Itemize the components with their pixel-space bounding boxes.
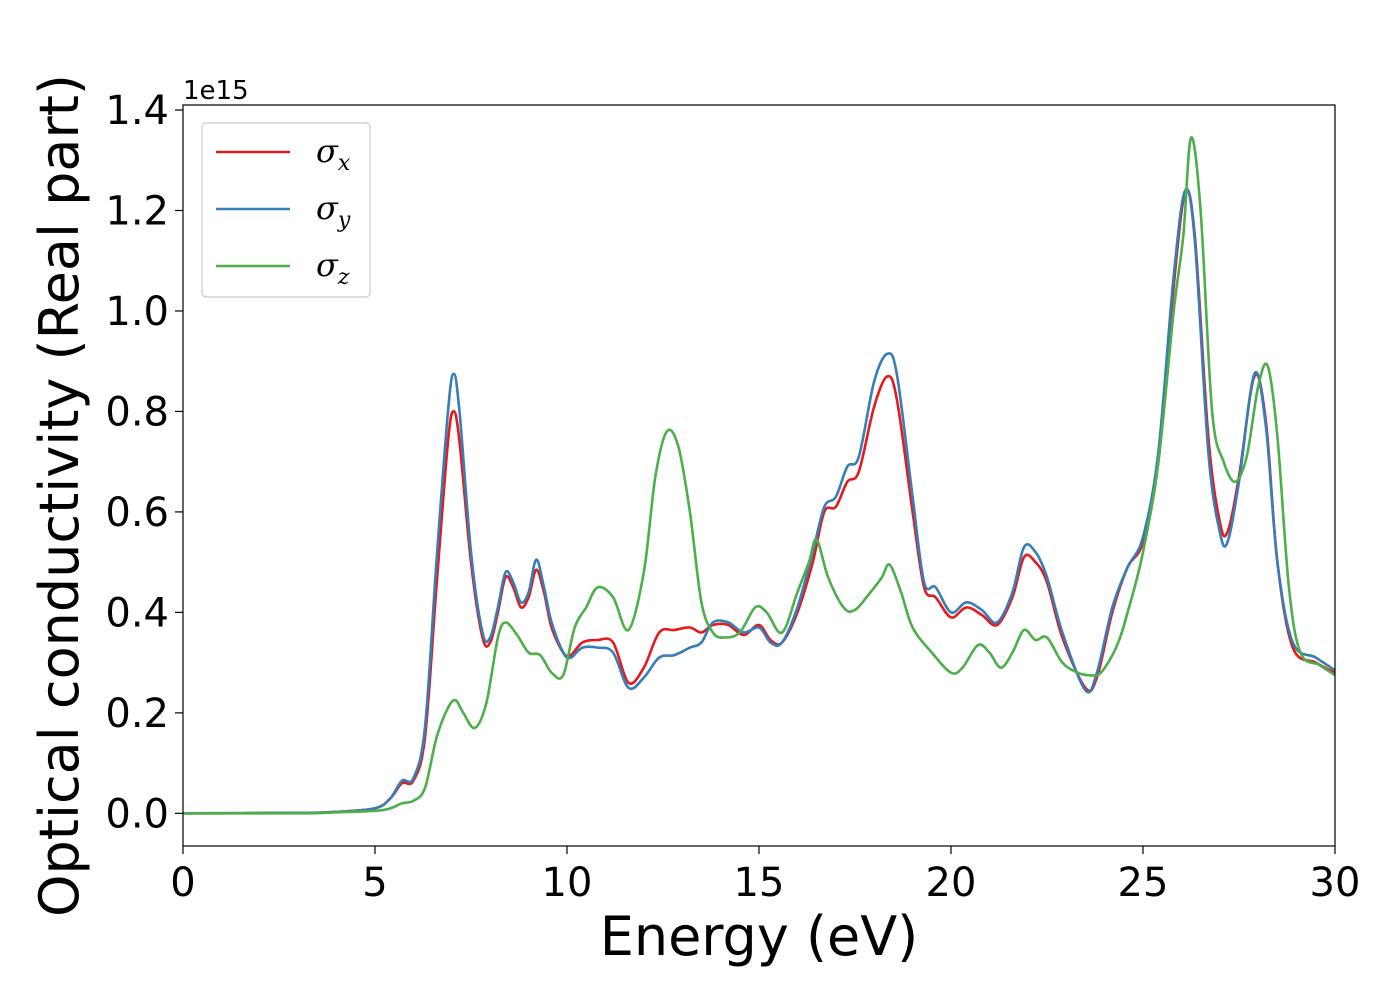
series-line-y xyxy=(182,187,1336,815)
legend-entry-x: σx xyxy=(316,132,351,176)
y-tick-label: 1.2 xyxy=(105,188,169,234)
y-tick-label: 0.8 xyxy=(105,389,169,435)
x-tick-label: 5 xyxy=(362,860,387,906)
x-tick-label: 30 xyxy=(1310,860,1361,906)
x-tick-label: 20 xyxy=(926,860,977,906)
x-axis-label: Energy (eV) xyxy=(600,905,919,968)
x-axis-ticks: 0 5 10 15 20 25 30 xyxy=(170,846,1360,906)
y-tick-label: 0.4 xyxy=(105,590,169,636)
legend: σx σy σz xyxy=(201,122,371,298)
plot-lines xyxy=(182,136,1336,815)
y-tick-label: 1.0 xyxy=(105,289,169,335)
x-tick-label: 25 xyxy=(1118,860,1169,906)
y-offset-label: 1e15 xyxy=(183,76,249,106)
series-line-z xyxy=(182,136,1336,815)
y-tick-label: 1.4 xyxy=(105,88,169,134)
y-tick-label: 0.2 xyxy=(105,691,169,737)
x-tick-label: 0 xyxy=(170,860,195,906)
x-tick-label: 10 xyxy=(542,860,593,906)
legend-entry-z: σz xyxy=(316,246,350,290)
legend-entry-y: σy xyxy=(316,189,351,233)
x-tick-label: 15 xyxy=(734,860,785,906)
y-axis-label: Optical conductivity (Real part) xyxy=(28,74,91,917)
y-axis-ticks: 0.0 0.2 0.4 0.6 0.8 1.0 1.2 1.4 xyxy=(105,88,183,837)
y-tick-label: 0.6 xyxy=(105,490,169,536)
y-tick-label: 0.0 xyxy=(105,791,169,837)
